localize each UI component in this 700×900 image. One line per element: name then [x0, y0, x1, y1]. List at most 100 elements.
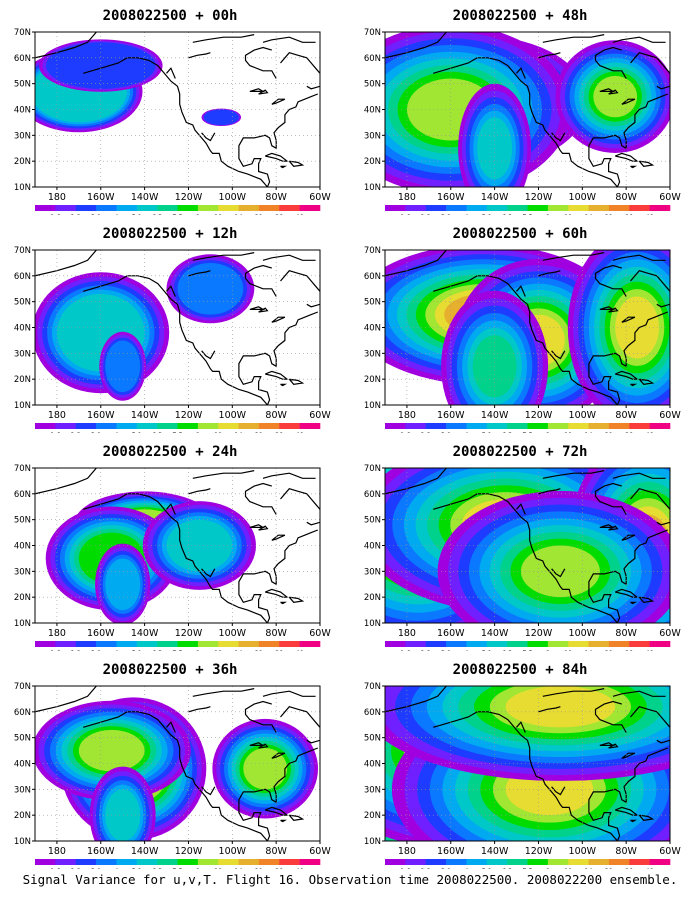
y-tick-label: 40N — [14, 106, 31, 116]
colorbar-swatch — [136, 859, 158, 865]
colorbar-label: 6.3 — [152, 431, 162, 433]
colorbar-label: 29 — [275, 213, 283, 215]
colorbar-swatch — [299, 205, 321, 211]
y-tick-label: 60N — [364, 490, 381, 500]
coastline — [288, 378, 305, 385]
colorbar-label: 1.6 — [50, 867, 60, 869]
x-tick-label: 80W — [615, 628, 637, 639]
panel-title: 2008022500 + 24h — [102, 444, 238, 460]
x-tick-label: 60W — [309, 628, 331, 639]
colorbar-label: 7.5 — [172, 649, 182, 651]
colorbar-swatch — [136, 205, 158, 211]
y-tick-label: 10N — [364, 183, 381, 193]
colorbar-swatch — [197, 205, 219, 211]
colorbar-label: 11 — [214, 867, 222, 869]
colorbar-label: 4 — [464, 649, 468, 651]
colorbar-label: 7.5 — [522, 867, 532, 869]
coastline — [288, 160, 305, 167]
colorbar-label: 14 — [584, 213, 592, 215]
colorbar-label: 14 — [584, 431, 592, 433]
colorbar-label: 1.6 — [400, 213, 410, 215]
colorbar-label: 9 — [546, 649, 550, 651]
x-tick-label: 160W — [437, 628, 465, 639]
colorbar-swatch — [35, 205, 56, 211]
x-tick-label: 60W — [309, 192, 331, 203]
y-tick-label: 70N — [14, 28, 31, 38]
x-tick-label: 140W — [131, 410, 159, 421]
coastline — [433, 493, 618, 623]
coastline — [630, 383, 638, 387]
x-tick-label: 160W — [87, 192, 115, 203]
colorbar-swatch — [75, 423, 97, 429]
panel-title: 2008022500 + 60h — [452, 226, 588, 242]
colorbar-label: 5.1 — [482, 213, 492, 215]
y-tick-label: 60N — [364, 708, 381, 718]
x-tick-label: 60W — [659, 410, 681, 421]
coastline — [630, 601, 638, 605]
colorbar-label: 9 — [196, 213, 200, 215]
colorbar-label: 2.2 — [71, 431, 81, 433]
colorbar-label: 1.6 — [400, 867, 410, 869]
colorbar-swatch — [157, 641, 178, 647]
coastline — [258, 743, 269, 749]
colorbar-label: 7.5 — [522, 213, 532, 215]
x-tick-label: 60W — [659, 628, 681, 639]
coastline — [166, 67, 176, 79]
y-tick-label: 70N — [364, 464, 381, 474]
colorbar-swatch — [218, 423, 239, 429]
heatmap-plot: 10N 20N 30N 40N 50N 60N 70N 180 160W 140W 120W 100W… — [364, 246, 682, 433]
colorbar: 1.6 2.2 3.1 4 5.1 6.3 7.5 9 11 14 21 29 40 — [385, 205, 671, 215]
coastline — [262, 472, 316, 479]
colorbar-label: 6.3 — [502, 867, 512, 869]
coastline — [166, 285, 176, 297]
y-tick-label: 10N — [364, 619, 381, 629]
colorbar-swatch — [588, 423, 610, 429]
coastlines — [35, 250, 320, 405]
colorbar-label: 40 — [295, 431, 303, 433]
heatmap-plot: 10N 20N 30N 40N 50N 60N 70N 180 160W 140W 120W 100W… — [14, 682, 332, 869]
colorbar-swatch — [238, 423, 260, 429]
colorbar-swatch — [629, 205, 650, 211]
colorbar-swatch — [385, 641, 406, 647]
colorbar-swatch — [466, 205, 488, 211]
coastline — [630, 706, 670, 744]
coastline — [188, 52, 211, 59]
colorbar-label: 7.5 — [172, 867, 182, 869]
coastline — [280, 819, 288, 823]
panel-title: 2008022500 + 72h — [452, 444, 588, 460]
colorbar-label: 14 — [584, 649, 592, 651]
coastline — [433, 711, 618, 841]
y-tick-label: 10N — [14, 183, 31, 193]
x-tick-label: 60W — [309, 410, 331, 421]
coastline — [192, 688, 255, 697]
y-tick-label: 30N — [14, 349, 31, 359]
colorbar-swatch — [588, 641, 610, 647]
coastline — [594, 264, 627, 297]
colorbar-label: 9 — [546, 867, 550, 869]
coastline — [599, 88, 616, 92]
coastline — [385, 468, 447, 495]
coastline — [262, 36, 316, 43]
coastline — [630, 819, 638, 823]
coastlines — [385, 468, 670, 623]
x-tick-label: 180 — [398, 410, 416, 421]
x-tick-label: 100W — [219, 192, 247, 203]
colorbar-swatch — [507, 859, 528, 865]
colorbar-label: 4 — [114, 867, 118, 869]
y-tick-label: 60N — [14, 54, 31, 64]
colorbar-label: 2.2 — [71, 649, 81, 651]
coastline — [630, 52, 670, 90]
colorbar-swatch — [299, 859, 321, 865]
colorbar-swatch — [507, 205, 528, 211]
colorbar-swatch — [197, 423, 219, 429]
y-tick-label: 60N — [14, 490, 31, 500]
coastline — [188, 270, 211, 277]
colorbar-label: 1.6 — [400, 649, 410, 651]
colorbar: 1.6 2.2 3.1 4 5.1 6.3 7.5 9 11 14 21 29 40 — [385, 641, 671, 651]
coastline — [542, 252, 605, 261]
colorbar-label: 7.5 — [172, 213, 182, 215]
variance-field — [385, 468, 670, 623]
colorbar-swatch — [55, 859, 77, 865]
colorbar-label: 11 — [214, 431, 222, 433]
colorbar-swatch — [116, 205, 138, 211]
